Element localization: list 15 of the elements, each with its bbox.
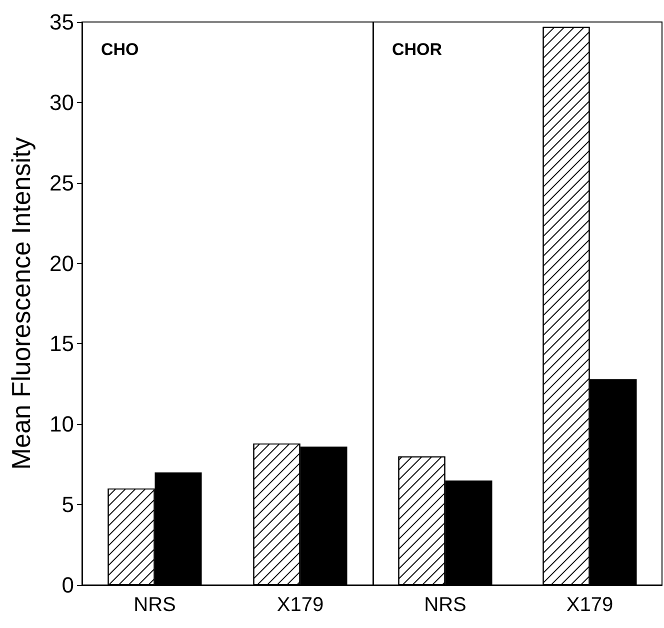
y-tick-label: 35 (50, 10, 74, 34)
y-tick-label: 25 (50, 170, 74, 196)
text: CHO (101, 40, 139, 59)
y-tick-label: 20 (50, 250, 74, 276)
x-tick-label: X179 (566, 594, 614, 616)
text: CHOR (392, 40, 442, 59)
y-tick-label: 5 (62, 492, 74, 518)
y-tick-label: 30 (50, 90, 74, 115)
y-axis-title: Mean Fluorescence Intensity (6, 137, 36, 470)
y-tick-label: 15 (50, 331, 74, 356)
x-tick-label: NRS (134, 594, 176, 616)
x-tick-label: X179 (276, 594, 324, 616)
y-tick-label: 10 (50, 412, 74, 437)
x-tick-label: NRS (424, 594, 466, 616)
y-tick-label: 0 (62, 572, 74, 598)
